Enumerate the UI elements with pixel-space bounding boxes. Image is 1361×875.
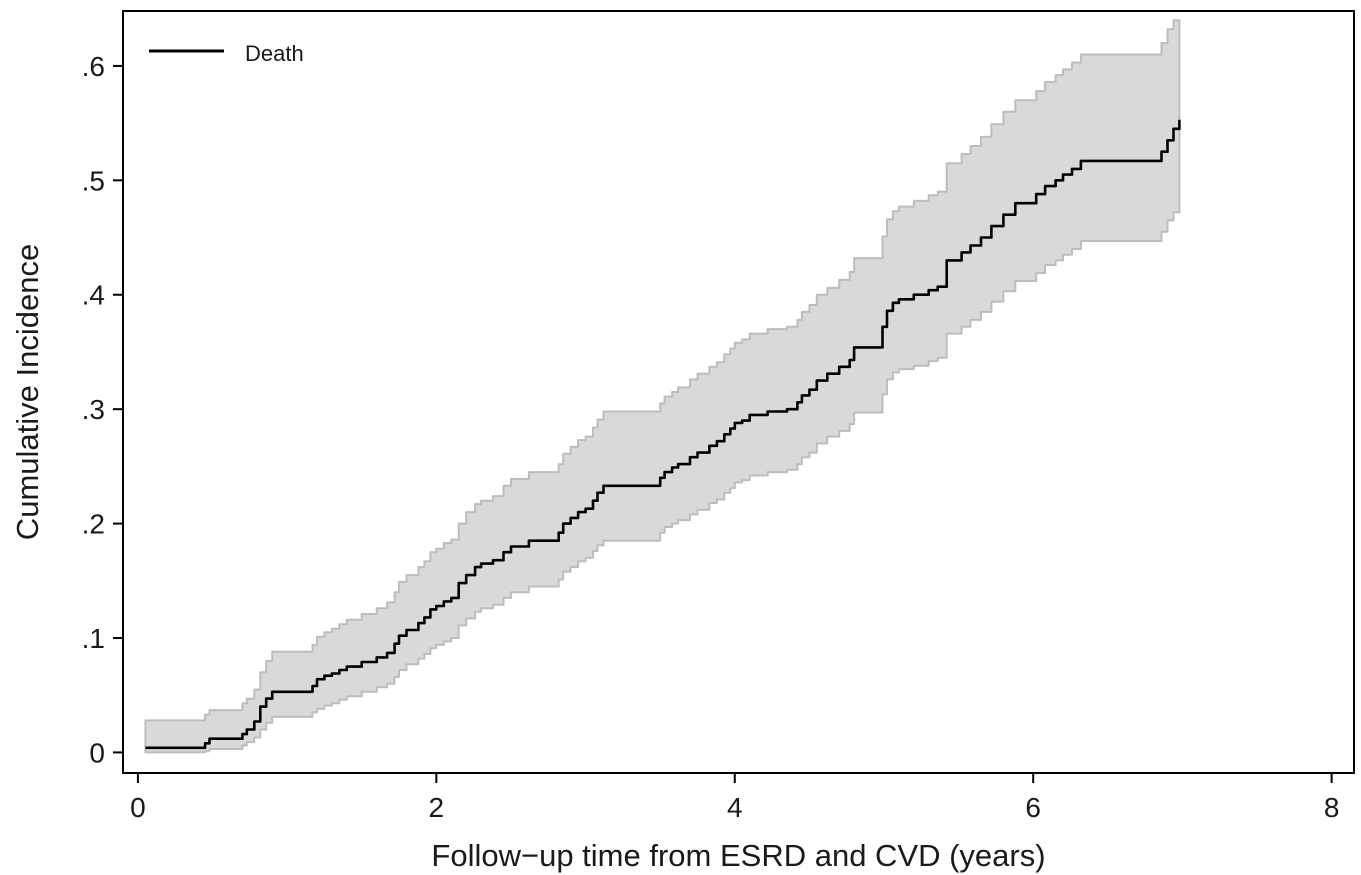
y-tick-label: .2 (82, 509, 105, 540)
y-axis-ticks: 0 .1 .2 .3 .4 .5 .6 (82, 51, 123, 768)
y-tick-label: .4 (82, 280, 105, 311)
death-curve (145, 119, 1181, 750)
confidence-band-area (144, 19, 1181, 754)
death-cumulative-incidence-line (145, 119, 1181, 750)
x-tick-label: 4 (727, 792, 743, 823)
y-tick-label: .6 (82, 51, 105, 82)
y-tick-label: .1 (82, 623, 105, 654)
x-tick-label: 6 (1025, 792, 1041, 823)
x-axis-title: Follow−up time from ESRD and CVD (years) (431, 838, 1045, 873)
x-tick-label: 2 (429, 792, 445, 823)
y-tick-label: 0 (89, 737, 105, 768)
legend-label-death: Death (245, 41, 304, 66)
x-tick-label: 0 (130, 792, 146, 823)
plot-frame (122, 10, 1355, 774)
y-tick-label: .5 (82, 165, 105, 196)
x-axis-ticks: 0 2 4 6 8 (130, 773, 1339, 823)
y-tick-label: .3 (82, 394, 105, 425)
y-axis-title: Cumulative Incidence (10, 244, 45, 540)
confidence-band (144, 19, 1181, 754)
legend: Death (149, 41, 304, 66)
x-tick-label: 8 (1324, 792, 1340, 823)
